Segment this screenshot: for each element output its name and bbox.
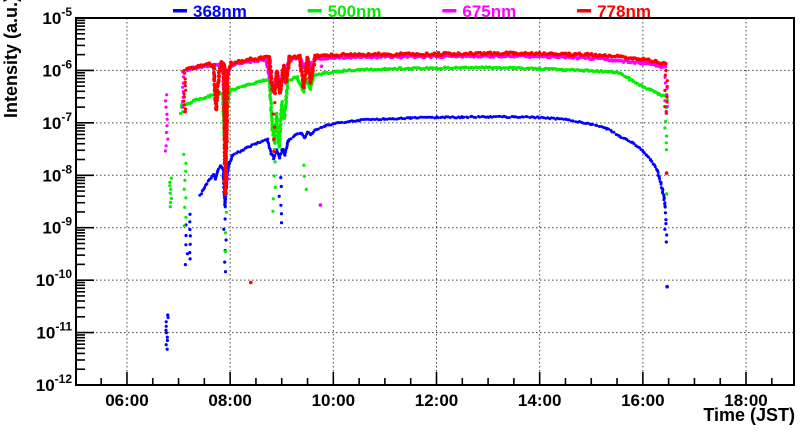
y-axis-title: Intensity (a.u.) [1,0,21,118]
legend-label-368nm: 368nm [193,2,247,21]
plot-frame [75,17,795,386]
svg-text:16:00: 16:00 [621,391,664,410]
svg-text:18:00: 18:00 [724,391,767,410]
svg-text:12:00: 12:00 [415,391,458,410]
svg-text:10-9: 10-9 [42,215,72,238]
series-368nm [164,114,669,351]
legend-swatch-368nm [173,9,187,13]
series-778nm [182,50,669,285]
svg-text:10-7: 10-7 [42,110,72,133]
y-axis-labels: 10-5 10-6 10-7 10-8 10-9 10-10 10-11 10-12 [36,5,73,395]
svg-text:10-8: 10-8 [42,162,72,185]
legend: 368nm 500nm 675nm 778nm [173,2,651,21]
series-500nm [168,65,669,254]
legend-label-500nm: 500nm [328,2,382,21]
x-axis-title: Time (JST) [703,405,795,425]
legend-swatch-675nm [442,9,457,13]
legend-label-778nm: 778nm [597,2,651,21]
axis-ticks [76,17,773,386]
legend-swatch-778nm [577,9,592,13]
legend-swatch-500nm [307,9,322,13]
legend-entry-675nm: 675nm [442,2,516,21]
gridlines [76,18,794,385]
svg-text:10:00: 10:00 [312,391,355,410]
legend-entry-368nm: 368nm [173,2,247,21]
legend-label-675nm: 675nm [462,2,516,21]
legend-entry-500nm: 500nm [307,2,382,21]
svg-text:10-5: 10-5 [42,5,72,28]
svg-text:10-11: 10-11 [36,320,72,343]
legend-entry-778nm: 778nm [577,2,651,21]
x-axis-labels: 06:00 08:00 10:00 12:00 14:00 16:00 18:00 [105,391,768,410]
svg-text:14:00: 14:00 [518,391,561,410]
series-675nm [163,53,669,207]
svg-text:10-12: 10-12 [36,372,73,395]
svg-text:10-10: 10-10 [36,267,73,290]
svg-text:10-6: 10-6 [42,57,72,80]
svg-text:08:00: 08:00 [208,391,251,410]
svg-text:06:00: 06:00 [105,391,148,410]
